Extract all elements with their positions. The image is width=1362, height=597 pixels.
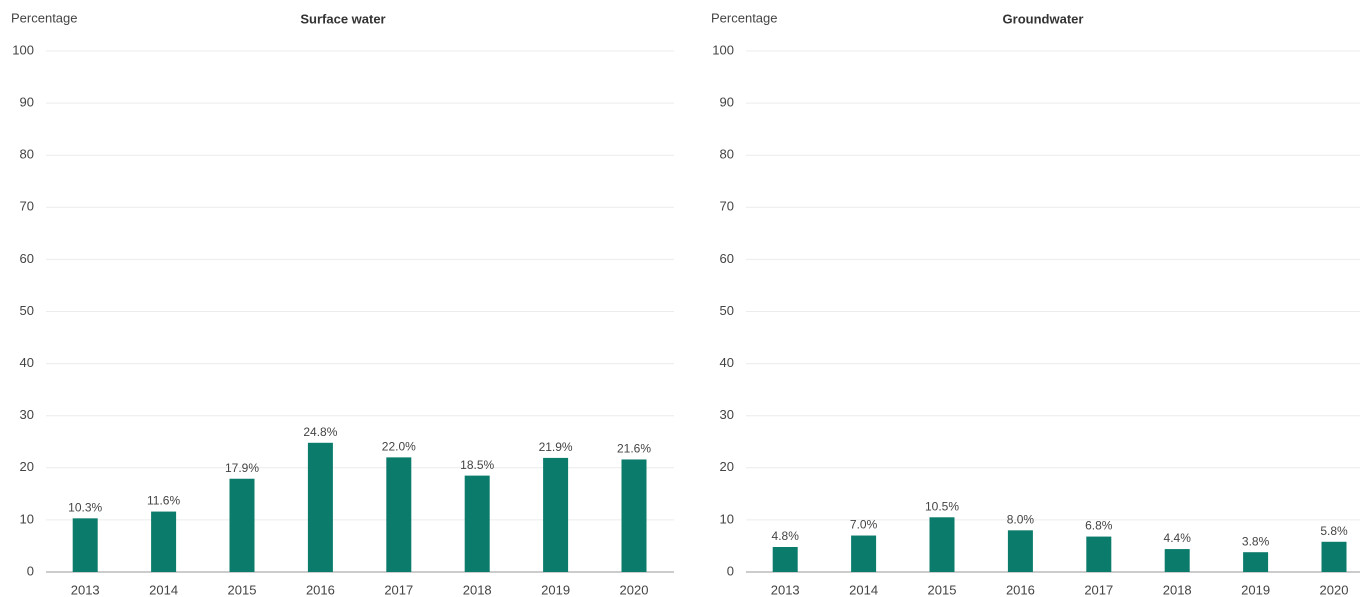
y-tick-label: 50 <box>720 303 734 318</box>
value-label: 21.9% <box>539 440 573 454</box>
y-tick-label: 40 <box>20 355 34 370</box>
y-tick-label: 0 <box>727 563 734 578</box>
x-tick-label: 2015 <box>928 582 957 597</box>
y-tick-label: 20 <box>720 459 734 474</box>
y-tick-label: 50 <box>20 303 34 318</box>
y-tick-label: 80 <box>20 147 34 162</box>
x-tick-label: 2019 <box>541 582 570 597</box>
x-tick-label: 2019 <box>1241 582 1270 597</box>
bar <box>464 475 490 572</box>
y-tick-label: 100 <box>12 42 34 57</box>
y-tick-label: 60 <box>20 251 34 266</box>
x-tick-label: 2015 <box>228 582 257 597</box>
value-label: 11.6% <box>147 494 180 508</box>
x-tick-label: 2018 <box>1163 582 1192 597</box>
value-label: 4.4% <box>1164 531 1192 545</box>
bar <box>1243 552 1269 572</box>
bar <box>851 535 877 572</box>
bar <box>307 442 333 572</box>
y-tick-label: 90 <box>20 95 34 110</box>
x-tick-label: 2017 <box>384 582 413 597</box>
y-tick-label: 30 <box>720 407 734 422</box>
x-tick-label: 2020 <box>1320 582 1349 597</box>
y-tick-label: 30 <box>20 407 34 422</box>
value-label: 3.8% <box>1242 534 1270 548</box>
y-tick-label: 90 <box>720 95 734 110</box>
y-tick-label: 60 <box>720 251 734 266</box>
bar <box>621 459 647 572</box>
x-tick-label: 2016 <box>306 582 335 597</box>
bar <box>229 478 255 572</box>
y-tick-label: 20 <box>20 459 34 474</box>
bar <box>543 457 569 572</box>
value-label: 10.3% <box>68 501 102 515</box>
value-label: 5.8% <box>1320 524 1348 538</box>
value-label: 4.8% <box>772 529 800 543</box>
bar <box>1164 549 1190 572</box>
x-tick-label: 2013 <box>71 582 100 597</box>
value-label: 18.5% <box>460 458 494 472</box>
value-label: 22.0% <box>382 440 416 454</box>
bar <box>1007 530 1033 572</box>
value-label: 17.9% <box>225 461 259 475</box>
x-tick-label: 2017 <box>1084 582 1113 597</box>
x-tick-label: 2014 <box>849 582 878 597</box>
bar <box>929 517 955 572</box>
y-tick-label: 40 <box>720 355 734 370</box>
y-tick-label: 100 <box>712 42 734 57</box>
y-tick-label: 70 <box>20 199 34 214</box>
chart-title: Groundwater <box>1003 11 1084 26</box>
chart-title: Surface water <box>300 11 385 26</box>
x-tick-label: 2020 <box>620 582 649 597</box>
value-label: 24.8% <box>303 425 337 439</box>
bar <box>151 511 177 572</box>
bar <box>386 457 412 572</box>
value-label: 10.5% <box>925 499 959 513</box>
y-axis-label: Percentage <box>711 10 778 25</box>
y-tick-label: 10 <box>720 511 734 526</box>
x-tick-label: 2014 <box>149 582 178 597</box>
x-tick-label: 2013 <box>771 582 800 597</box>
y-tick-label: 10 <box>20 511 34 526</box>
y-tick-label: 70 <box>720 199 734 214</box>
bar <box>72 518 98 572</box>
x-tick-label: 2016 <box>1006 582 1035 597</box>
x-tick-label: 2018 <box>463 582 492 597</box>
value-label: 7.0% <box>850 518 878 532</box>
bar <box>1321 541 1347 572</box>
y-tick-label: 0 <box>27 563 34 578</box>
value-label: 21.6% <box>617 442 651 456</box>
bar <box>1086 536 1112 572</box>
y-axis-label: Percentage <box>11 10 78 25</box>
y-tick-label: 80 <box>720 147 734 162</box>
value-label: 6.8% <box>1085 519 1113 533</box>
value-label: 8.0% <box>1007 512 1035 526</box>
bar <box>772 546 798 572</box>
